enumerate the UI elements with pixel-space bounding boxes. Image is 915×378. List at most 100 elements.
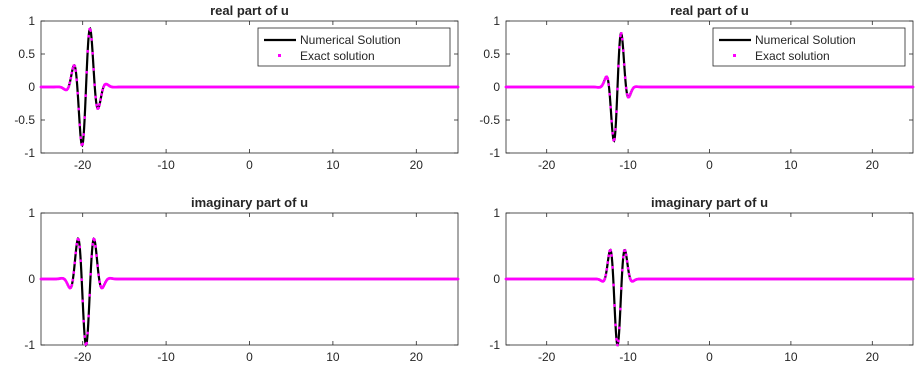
exact-point <box>99 98 102 101</box>
legend-marker-exact <box>278 54 281 57</box>
exact-point <box>87 34 91 38</box>
exact-point <box>606 77 610 81</box>
exact-point <box>911 277 915 281</box>
x-tick-label: 10 <box>326 350 340 364</box>
exact-point <box>602 80 606 84</box>
y-tick-label: -1 <box>489 146 500 160</box>
chart-title: real part of u <box>210 3 289 18</box>
exact-point <box>68 81 72 85</box>
y-tick-label: -0.5 <box>14 113 35 127</box>
exact-point <box>71 278 75 282</box>
x-tick-label: 10 <box>784 350 798 364</box>
chart-title: imaginary part of u <box>651 195 768 210</box>
exact-point <box>73 64 77 68</box>
y-tick-label: 0 <box>28 80 35 94</box>
exact-point <box>621 49 625 53</box>
exact-point <box>73 261 77 265</box>
exact-point <box>66 87 70 91</box>
exact-point <box>616 87 619 91</box>
exact-point <box>623 76 627 80</box>
exact-point <box>88 293 92 297</box>
exact-point <box>609 248 613 252</box>
exact-point <box>82 319 86 323</box>
exact-point <box>617 45 621 49</box>
x-tick-label: -10 <box>157 350 175 364</box>
y-tick-label: 0.5 <box>18 47 35 61</box>
exact-point <box>89 272 93 276</box>
exact-point <box>74 251 78 255</box>
exact-point <box>83 335 87 338</box>
exact-point <box>605 75 609 79</box>
x-tick-label: 10 <box>784 158 798 172</box>
exact-point <box>83 116 87 119</box>
legend-box <box>712 27 906 67</box>
exact-point <box>628 276 632 280</box>
exact-point <box>78 245 82 249</box>
exact-point <box>69 76 73 80</box>
series-exact-dots <box>504 32 915 142</box>
exact-point <box>628 93 632 97</box>
exact-point <box>87 314 91 318</box>
exact-point <box>85 341 89 345</box>
exact-point <box>615 337 618 341</box>
exact-point <box>71 67 75 70</box>
y-tick-label: -1 <box>489 338 500 352</box>
x-tick-label: -20 <box>74 158 92 172</box>
legend-marker-exact <box>733 54 736 57</box>
legend: Numerical Solution Exact solution <box>712 27 906 67</box>
chart-2: real part of u -20 -10 0 10 20 -1 -0.5 0 0.5 1 Nume… <box>479 3 915 172</box>
x-tick-label: -10 <box>619 350 637 364</box>
exact-point <box>84 94 88 98</box>
legend-label-exact: Exact solution <box>300 49 375 63</box>
series-exact-dots <box>504 248 915 347</box>
exact-point <box>606 261 610 264</box>
exact-point <box>85 70 89 74</box>
exact-point <box>614 323 617 327</box>
chart-4: imaginary part of u-20 -10 0 10 20-101 <box>489 195 915 364</box>
exact-point <box>80 278 84 282</box>
exact-point <box>625 93 629 96</box>
exact-point <box>76 91 80 95</box>
exact-point <box>610 254 614 257</box>
exact-point <box>86 49 90 53</box>
exact-point <box>622 63 626 66</box>
exact-point <box>611 131 614 135</box>
exact-point <box>79 259 83 263</box>
x-tick-label: 20 <box>410 158 424 172</box>
x-tick-label: -10 <box>157 158 175 172</box>
exact-point <box>614 127 617 131</box>
exact-point <box>611 265 614 269</box>
exact-point <box>93 238 97 242</box>
y-tick-label: 0.5 <box>483 47 500 61</box>
exact-point <box>100 93 103 96</box>
exact-point <box>94 95 98 99</box>
exact-point <box>69 286 73 290</box>
exact-point <box>619 32 623 35</box>
exact-point <box>79 136 83 140</box>
x-tick-label: -20 <box>74 350 92 364</box>
exact-point <box>615 110 618 114</box>
legend-label-numerical: Numerical Solution <box>300 33 401 47</box>
y-tick-label: -0.5 <box>479 113 500 127</box>
x-tick-label: 10 <box>326 158 340 172</box>
y-tick-label: 0 <box>493 272 500 286</box>
exact-point <box>90 255 94 258</box>
exact-point <box>607 83 611 86</box>
legend-label-numerical: Numerical Solution <box>755 33 856 47</box>
exact-point <box>603 277 607 281</box>
exact-point <box>619 286 623 290</box>
exact-point <box>610 119 614 123</box>
exact-point <box>612 283 615 287</box>
exact-point <box>95 103 98 107</box>
y-tick-label: 1 <box>493 206 500 220</box>
x-tick-label: -20 <box>538 350 556 364</box>
exact-point <box>625 259 629 263</box>
exact-point <box>626 266 630 270</box>
y-tick-label: -1 <box>24 146 35 160</box>
y-tick-label: 0 <box>493 80 500 94</box>
y-tick-label: 0 <box>28 272 35 286</box>
exact-point <box>620 37 624 41</box>
legend: Numerical Solution Exact solution <box>257 27 451 67</box>
exact-point <box>82 133 86 136</box>
